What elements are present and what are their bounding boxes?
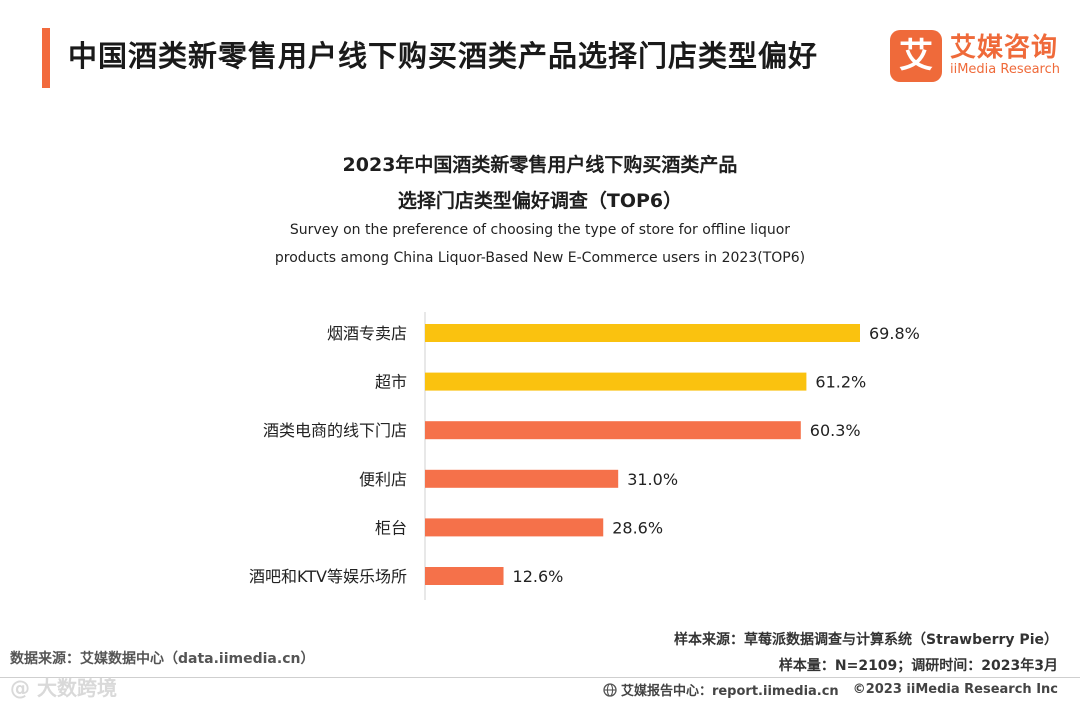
- bar-chart: 烟酒专卖店 69.8% 超市 61.2% 酒类电商的线下门店 60.3% 便利店 31.0% 柜…: [249, 312, 920, 600]
- iimedia-logo: 艾 艾媒咨询 iiMedia Research: [889, 30, 1060, 82]
- chart-title-line2: 选择门店类型偏好调查（TOP6）: [397, 190, 683, 212]
- bar: [425, 567, 504, 585]
- value-label: 61.2%: [815, 373, 866, 392]
- bar: [425, 372, 807, 391]
- bar: [425, 518, 604, 537]
- logo-mark-glyph: 艾: [898, 36, 933, 76]
- logo-mark-icon: 艾: [889, 30, 942, 82]
- bar: [425, 324, 860, 342]
- category-label: 酒吧和KTV等娱乐场所: [249, 567, 407, 586]
- report-center-link[interactable]: 艾媒报告中心：report.iimedia.cn: [620, 684, 839, 699]
- value-label: 69.8%: [869, 324, 920, 343]
- watermark: @ 大数跨境: [10, 676, 117, 700]
- footer-bar: 艾媒报告中心：report.iimedia.cn ©2023 iiMedia R…: [603, 680, 1058, 699]
- chart-title-line1: 2023年中国酒类新零售用户线下购买酒类产品: [342, 154, 738, 176]
- value-label: 31.0%: [627, 470, 678, 489]
- category-label: 超市: [375, 373, 407, 392]
- page-title: 中国酒类新零售用户线下购买酒类产品选择门店类型偏好: [68, 39, 819, 73]
- title-accent-bar: [42, 28, 50, 88]
- data-source-note: 数据来源：艾媒数据中心（data.iimedia.cn）: [10, 651, 315, 667]
- bar: [425, 469, 619, 488]
- category-label: 烟酒专卖店: [327, 324, 407, 343]
- value-label: 12.6%: [513, 567, 564, 586]
- chart-subtitle-line1: Survey on the preference of choosing the…: [289, 222, 791, 238]
- sample-info-note: 样本量：N=2109；调研时间：2023年3月: [778, 658, 1058, 674]
- value-label: 28.6%: [612, 518, 663, 537]
- copyright-text: ©2023 iiMedia Research Inc: [852, 682, 1058, 697]
- logo-en-text: iiMedia Research: [949, 62, 1060, 77]
- category-label: 酒类电商的线下门店: [263, 421, 407, 440]
- category-label: 柜台: [375, 518, 407, 537]
- bar: [425, 421, 801, 440]
- logo-cn-text: 艾媒咨询: [949, 33, 1058, 63]
- globe-icon: [603, 682, 617, 697]
- logo-text: 艾媒咨询 iiMedia Research: [950, 34, 1060, 78]
- sample-source-note: 样本来源：草莓派数据调查与计算系统（Strawberry Pie）: [674, 632, 1058, 648]
- footer-divider: [0, 677, 1080, 678]
- category-label: 便利店: [359, 470, 407, 489]
- value-label: 60.3%: [810, 421, 861, 440]
- chart-subtitle-line2: products among China Liquor-Based New E-…: [274, 250, 806, 266]
